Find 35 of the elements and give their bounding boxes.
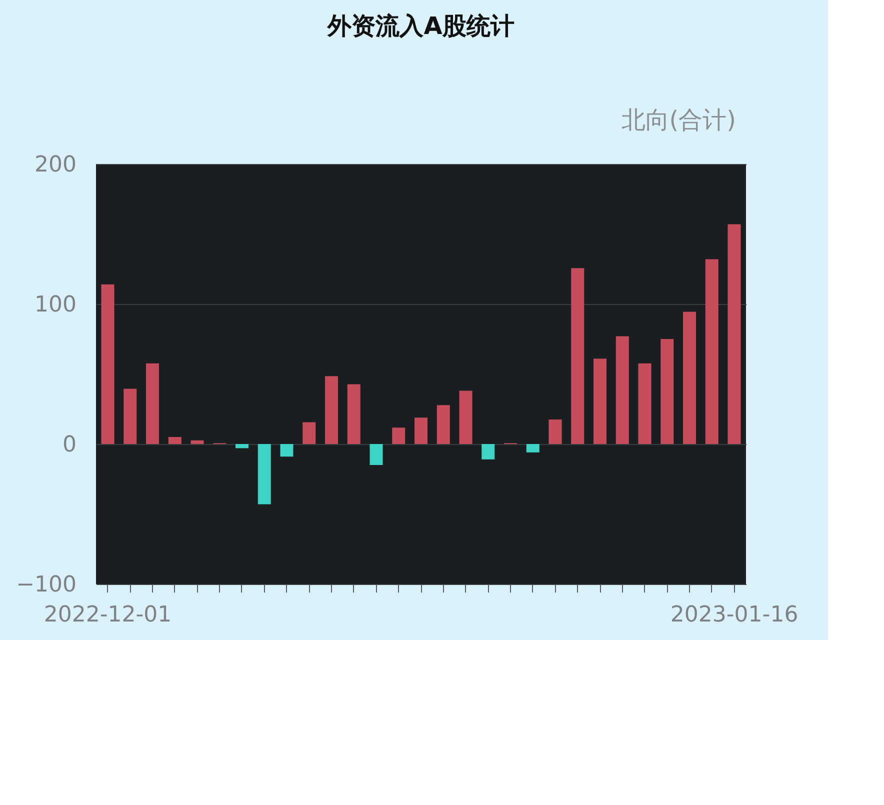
bar (571, 268, 584, 444)
bar (280, 444, 294, 457)
bar (459, 390, 472, 444)
x-tick-label: 2022-12-01 (44, 602, 172, 628)
bar (146, 363, 159, 444)
bar (526, 444, 540, 452)
y-tick-label: 100 (34, 292, 76, 318)
y-tick-label: 200 (34, 152, 76, 178)
bar (728, 224, 741, 444)
text: 北向(合计) (621, 106, 736, 134)
bar (482, 444, 495, 460)
bar (436, 405, 450, 444)
bar (660, 339, 674, 444)
y-tick-label: −100 (16, 572, 76, 598)
bar (548, 420, 562, 444)
chart-title: 外资流入A股统计 (326, 12, 514, 40)
bar (236, 444, 248, 448)
bar (325, 376, 338, 444)
bar (594, 358, 606, 444)
bar (683, 312, 696, 444)
bar (616, 336, 629, 444)
bar (190, 440, 204, 444)
bar (168, 437, 182, 444)
bar (258, 444, 271, 504)
bar (414, 418, 428, 444)
bar (347, 384, 360, 444)
bar (392, 428, 406, 444)
x-tick-label: 2023-01-16 (670, 602, 798, 628)
bar (638, 363, 652, 444)
bar (101, 284, 114, 444)
bar (370, 444, 383, 465)
bar (124, 388, 137, 444)
bar (705, 259, 718, 444)
y-tick-label: 0 (62, 432, 76, 458)
bar (302, 422, 316, 444)
